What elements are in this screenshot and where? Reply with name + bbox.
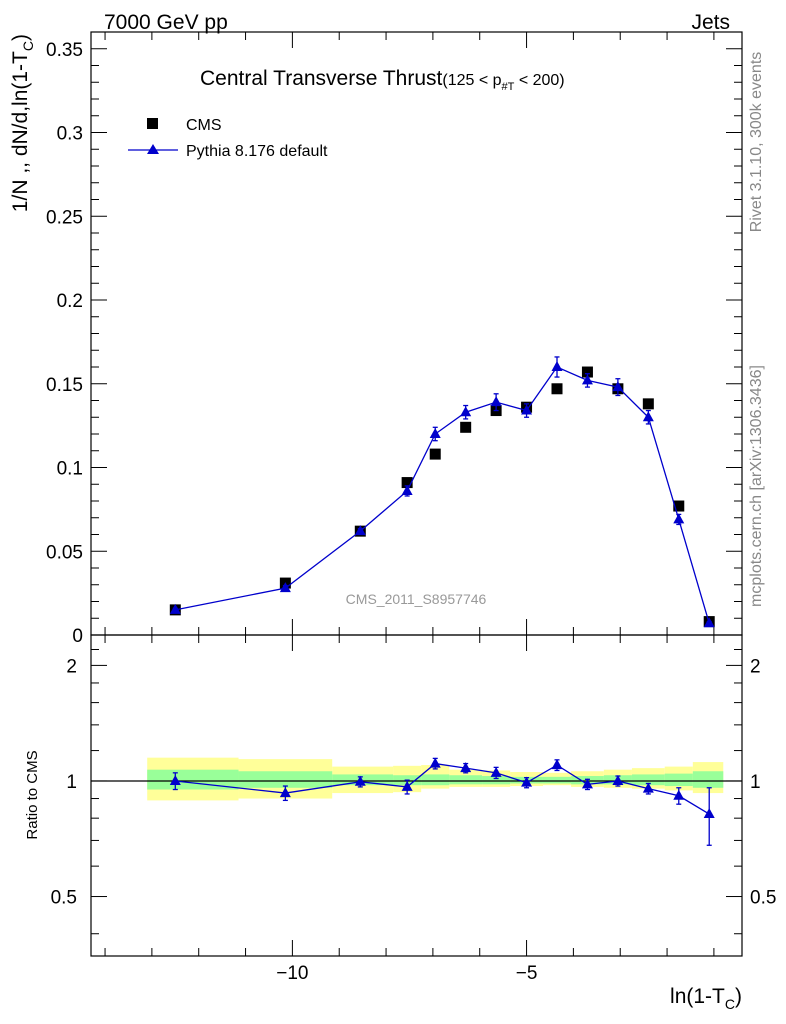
ratio-line (175, 762, 710, 815)
main-y-tick-label: 0.15 (46, 375, 83, 396)
ratio-axis-ticks: −10 −5 0.5 0.5 1 1 2 2 (51, 635, 776, 984)
ratio-data-point (612, 774, 624, 785)
main-y-tick-label: 0.1 (57, 459, 83, 480)
legend-cms-label: CMS (186, 117, 222, 134)
pythia-line (175, 366, 710, 624)
plot-title-range-suffix: < 200) (514, 72, 564, 89)
ratio-data-point (703, 808, 715, 819)
x-axis-label: ln(1-TC) (670, 985, 742, 1012)
ratio-y-tick-label-right: 1 (750, 772, 761, 793)
legend-pythia-label: Pythia 8.176 default (186, 143, 328, 160)
x-axis-label-text: ln(1-T (670, 985, 725, 1008)
cms-data-point (429, 448, 441, 460)
ratio-data-point (490, 766, 502, 777)
legend-pythia-marker (147, 144, 159, 154)
ratio-y-tick-label: 1 (66, 772, 77, 793)
ratio-data-point (429, 757, 441, 768)
cms-data-point (401, 477, 413, 489)
pythia-data-point (169, 603, 181, 614)
x-axis-label-tail: ) (735, 985, 742, 1008)
pythia-data-point (673, 513, 685, 524)
ratio-data-point (279, 787, 291, 798)
legend-cms-marker (147, 118, 158, 129)
ratio-data-point (460, 762, 472, 773)
ratio-band-inner (449, 775, 483, 785)
pythia-data-point (521, 404, 533, 415)
ratio-y-tick-label-right: 2 (750, 656, 761, 677)
ratio-y-tick-label: 2 (66, 656, 77, 677)
main-axis-ticks: 0 0.05 0.1 0.15 0.2 0.25 0.3 0.35 (46, 31, 742, 647)
cms-data-point (581, 366, 593, 378)
legend: CMS Pythia 8.176 default (128, 117, 328, 160)
ratio-band-inner (664, 773, 693, 787)
plot-title-text: Central Transverse Thrust (200, 67, 443, 90)
ratio-data-point (401, 780, 413, 791)
main-y-axis-label-sub: C (20, 41, 36, 51)
ratio-band-inner (482, 776, 511, 785)
x-tick-label: −10 (276, 963, 308, 984)
cms-data-point (642, 398, 654, 410)
ratio-band-inner (692, 771, 724, 788)
ratio-band-inner (332, 774, 394, 786)
ratio-data-point (169, 774, 181, 785)
pythia-data-point (703, 617, 715, 628)
main-y-axis-label-tail: ) (9, 34, 32, 41)
ratio-data-point (521, 776, 533, 787)
ratio-y-tick-label: 0.5 (51, 888, 77, 909)
ratio-data-point (581, 778, 593, 789)
header-energy-label: 7000 GeV pp (104, 11, 228, 34)
main-y-tick-label: 0.3 (57, 124, 83, 145)
mcplots-label: mcplots.cern.ch [arXiv:1306.3436] (748, 365, 765, 607)
main-y-tick-label: 0.35 (46, 40, 83, 61)
main-y-tick-label: 0 (72, 626, 83, 647)
ratio-data-point (551, 759, 563, 770)
pythia-data-point (612, 381, 624, 392)
pythia-data-point (354, 525, 366, 536)
header-jets-label: Jets (691, 11, 730, 34)
ratio-data-point (354, 775, 366, 786)
analysis-watermark: CMS_2011_S8957746 (346, 591, 487, 607)
cms-data-point (673, 500, 685, 512)
ratio-plot-frame (90, 634, 743, 957)
cms-data-point (551, 383, 563, 395)
ratio-data-point (673, 789, 685, 800)
rivet-version-label: Rivet 3.1.10, 300k events (748, 52, 765, 233)
ratio-uncertainty-bands (91, 757, 742, 801)
ratio-band-inner (542, 776, 572, 784)
main-y-tick-label: 0.05 (46, 542, 83, 563)
pythia-data-point (490, 396, 502, 407)
main-y-axis-label: 1/N ,, dN/d,ln(1-TC) (9, 34, 36, 212)
pythia-data-point (401, 484, 413, 495)
pythia-data-point (642, 411, 654, 422)
x-tick-label: −5 (516, 963, 538, 984)
ratio-band-inner (238, 771, 333, 788)
plot-title-range-prefix: (125 < p (442, 72, 501, 89)
ratio-data-point (642, 782, 654, 793)
pythia-data-point (551, 361, 563, 371)
plot-title: Central Transverse Thrust(125 < p#T < 20… (200, 67, 565, 93)
cms-data-point (460, 421, 472, 433)
ratio-data-layer (169, 757, 715, 846)
ratio-band-inner (421, 774, 450, 786)
pythia-data-point (460, 406, 472, 417)
pythia-data-point (279, 582, 291, 593)
pythia-data-point (581, 374, 593, 385)
main-y-axis-label-text: 1/N ,, dN/d,ln(1-T (9, 51, 32, 212)
ratio-y-tick-label-right: 0.5 (750, 888, 776, 909)
main-data-layer (169, 356, 715, 628)
main-y-tick-label: 0.2 (57, 291, 83, 312)
pythia-data-point (429, 428, 441, 438)
ratio-y-axis-label: Ratio to CMS (24, 750, 41, 839)
plot-title-range-sub: #T (502, 81, 515, 93)
main-y-tick-label: 0.25 (46, 207, 83, 228)
x-axis-label-sub: C (725, 996, 735, 1012)
ratio-band-inner (631, 774, 665, 786)
